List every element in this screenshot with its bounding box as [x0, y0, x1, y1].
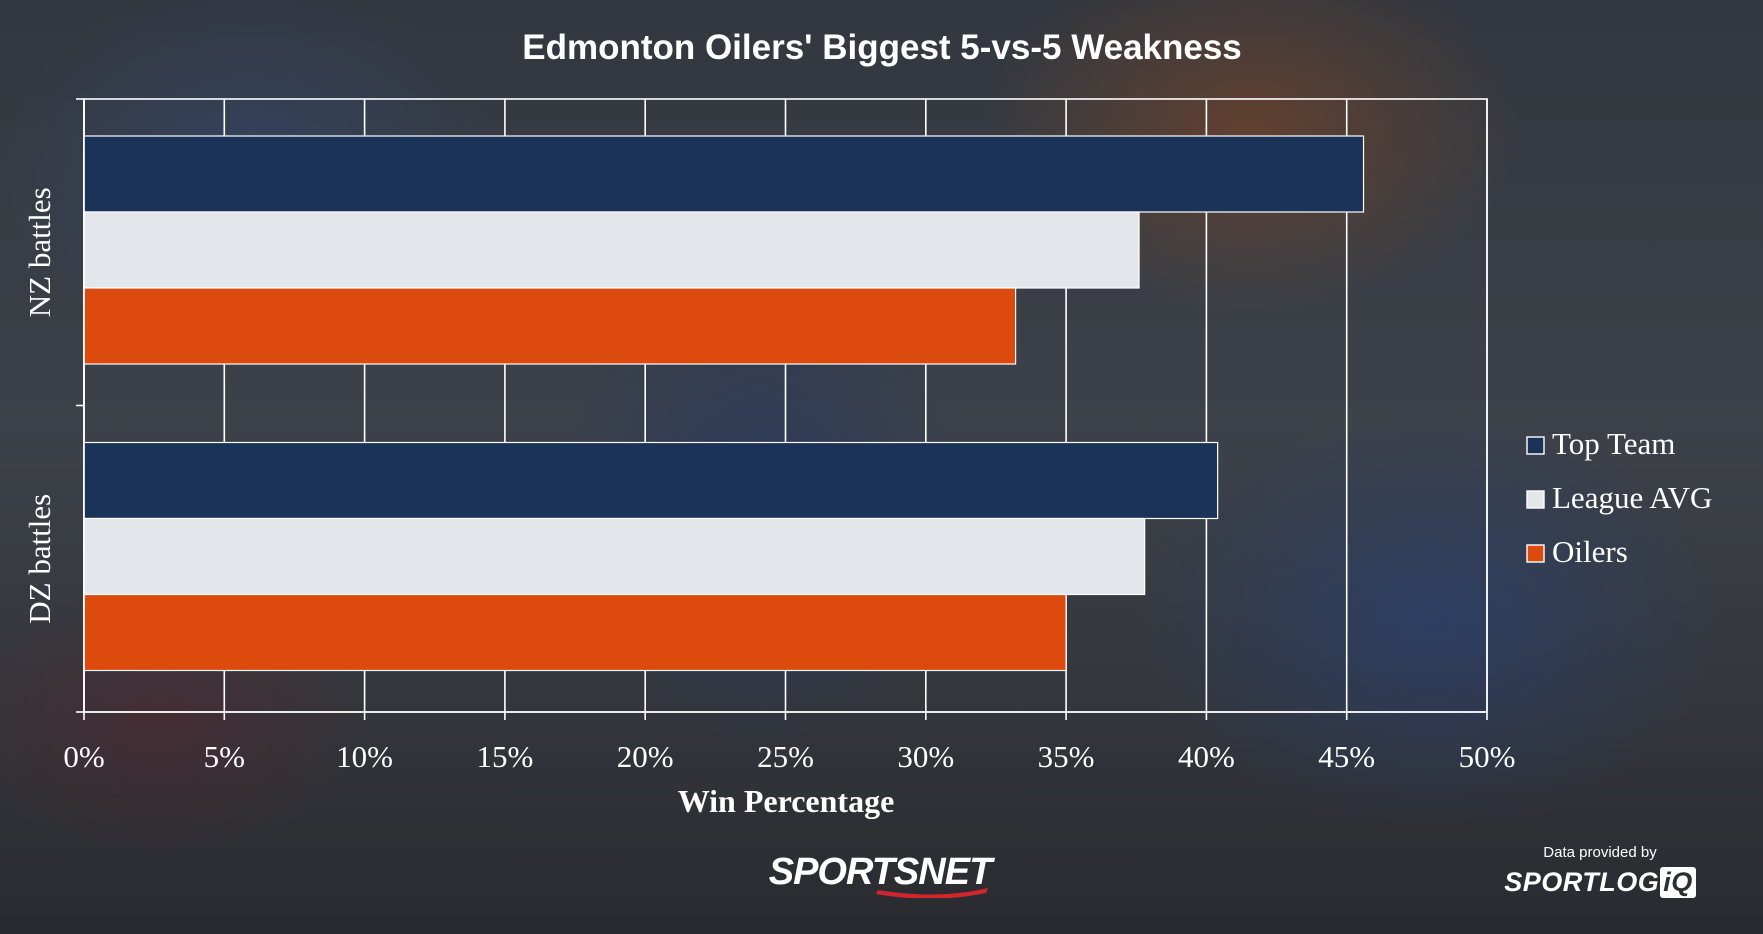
credit-text: Data provided by	[1543, 844, 1657, 861]
sportsnet-logo: SPORTSNET	[769, 851, 996, 898]
bar-oilers-nz-battles	[83, 287, 1017, 365]
x-tick-label: 20%	[617, 739, 674, 774]
bar-top-team-nz-battles	[83, 135, 1365, 213]
legend-swatch	[1526, 436, 1545, 455]
x-tick-label: 15%	[476, 739, 533, 774]
sportsnet-logo-wordmark: SPORTSNET	[769, 851, 995, 893]
x-tick-label: 0%	[63, 739, 104, 774]
category-label: NZ battles	[22, 187, 57, 317]
x-tick-labels: 0% 5% 10% 15% 20% 25% 30% 35% 40% 45% 50%	[63, 739, 1515, 774]
x-tick-label: 45%	[1318, 739, 1375, 774]
x-tick-label: 35%	[1038, 739, 1095, 774]
bar-league-avg-nz-battles	[83, 211, 1140, 289]
sportlogiq-logo-suffix: iQ	[1660, 867, 1696, 898]
x-tick-label: 30%	[897, 739, 954, 774]
legend-swatch	[1526, 544, 1545, 563]
x-tick-label: 50%	[1459, 739, 1516, 774]
x-tick-label: 40%	[1178, 739, 1235, 774]
chart-title: Edmonton Oilers' Biggest 5-vs-5 Weakness	[522, 28, 1242, 67]
x-tick-label: 25%	[757, 739, 814, 774]
category-labels: NZ battles DZ battles	[22, 187, 57, 624]
data-credit: Data provided by SPORTLOG iQ	[1490, 844, 1710, 898]
legend-swatch	[1526, 490, 1545, 509]
bar-oilers-dz-battles	[83, 593, 1067, 672]
sportlogiq-logo: SPORTLOG iQ	[1504, 867, 1696, 898]
legend-label: Top Team	[1552, 426, 1675, 461]
category-label: DZ battles	[22, 494, 57, 624]
legend-label: Oilers	[1552, 534, 1628, 569]
axes	[76, 98, 1488, 720]
sportsnet-logo-swoosh	[876, 888, 988, 898]
bar-group	[83, 135, 1365, 672]
x-tick-label: 5%	[204, 739, 245, 774]
sportlogiq-logo-main: SPORTLOG	[1504, 867, 1660, 897]
x-axis-title: Win Percentage	[678, 783, 895, 819]
bar-league-avg-dz-battles	[83, 517, 1146, 596]
legend-label: League AVG	[1552, 480, 1712, 515]
legend: Top Team League AVG Oilers	[1526, 426, 1712, 569]
bar-top-team-dz-battles	[83, 441, 1219, 520]
x-tick-label: 10%	[336, 739, 393, 774]
